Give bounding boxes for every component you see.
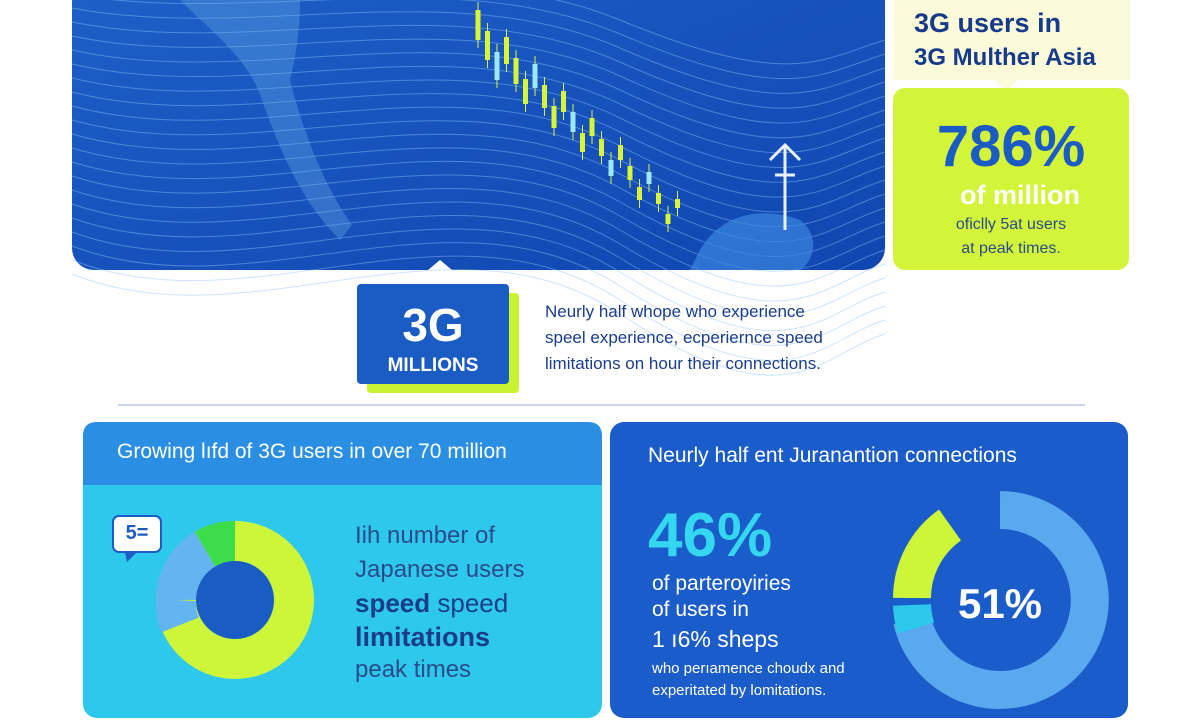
intro-line: speel experience, ecperiernce speed	[545, 328, 823, 347]
wave-line	[71, 215, 886, 317]
candle-body	[646, 172, 652, 184]
wave-line	[71, 35, 886, 124]
panel-title: Growing lıfd of 3G users in over 70 mill…	[117, 440, 507, 463]
wave-line	[71, 255, 886, 361]
panel-line: of users in	[652, 598, 749, 621]
panel-title: Neurly half ent Juranantion connections	[648, 444, 1017, 467]
donut-label: 51%	[957, 580, 1043, 627]
icon-text: 5=	[125, 522, 149, 544]
wave-line	[71, 201, 886, 302]
wave-line	[71, 174, 886, 272]
landmass	[690, 213, 814, 270]
icon-tail	[125, 552, 137, 562]
donut-segment	[893, 509, 962, 599]
candle-body	[513, 58, 519, 84]
pointer	[428, 260, 452, 270]
panel-line: speed speed	[355, 588, 508, 619]
stat-box	[893, 88, 1129, 270]
panel-line: limitations	[355, 622, 491, 652]
candle-body	[608, 160, 614, 176]
hero-panel	[72, 0, 885, 270]
panel-line: peak times	[355, 656, 472, 683]
wave-line	[71, 160, 886, 257]
candle-body	[485, 31, 490, 60]
candle-body	[599, 139, 604, 156]
wave-line	[71, 91, 886, 183]
donut-segment	[893, 491, 1109, 709]
candle-body	[504, 37, 509, 64]
stat-caption: oficlly 5at users	[955, 216, 1067, 233]
panel-line: of parteroyiries	[652, 572, 791, 595]
donut-segment	[155, 598, 199, 633]
callout-line: 3G users in	[914, 8, 1062, 38]
candle-body	[589, 118, 595, 136]
candle-body	[656, 193, 661, 204]
wave-line	[71, 269, 886, 376]
panel-stat: 46%	[648, 501, 773, 570]
wave-line	[555, 0, 886, 65]
candle-body	[542, 85, 547, 108]
candle-body	[523, 79, 528, 104]
tower-icon	[768, 142, 802, 230]
wave-line	[71, 147, 886, 243]
candle-body	[627, 166, 633, 180]
stat-caption: at peak times.	[961, 240, 1061, 257]
pointer	[995, 80, 1017, 92]
candle-body	[475, 10, 481, 40]
donut-segment	[194, 521, 236, 567]
candle-body	[561, 91, 566, 112]
candles	[475, 2, 680, 232]
wave-line	[71, 133, 886, 228]
candle-body	[570, 112, 576, 132]
stat-unit: of million	[960, 180, 1080, 210]
wave-line	[71, 187, 886, 287]
panel-note: who perıamence choudx and	[652, 660, 845, 677]
wave-line	[71, 228, 886, 332]
donut-segment	[893, 603, 935, 634]
panel-line: 1 ı6% sheps	[652, 626, 779, 652]
wave-line	[71, 105, 886, 198]
stat-value: 786%	[936, 114, 1086, 179]
bold-word: speed	[355, 588, 431, 618]
panel-line: Iih number of	[355, 522, 496, 549]
candle-body	[551, 106, 557, 128]
candle-body	[532, 64, 538, 88]
wave-line	[71, 7, 886, 94]
candle-body	[580, 133, 585, 152]
wave-line	[71, 242, 886, 347]
callout-box	[893, 0, 1130, 80]
badge-big: 3G	[402, 299, 464, 351]
candle-body	[637, 187, 642, 200]
wave-line	[111, 0, 886, 80]
badge-small: MILLIONS	[387, 355, 479, 376]
waves	[71, 0, 886, 376]
donut-hole	[196, 561, 274, 639]
wave-line	[71, 49, 886, 139]
left-panel-header	[83, 422, 602, 485]
wave-line	[71, 77, 886, 168]
wave-line	[71, 21, 886, 109]
intro-line: Neurly half whope who experience	[545, 302, 805, 321]
wave-line	[71, 119, 886, 213]
badge	[357, 284, 509, 384]
candle-body	[675, 199, 680, 208]
landmass	[180, 0, 352, 240]
donut-segment	[155, 531, 217, 601]
right-panel	[610, 422, 1128, 718]
candle-body	[665, 214, 671, 224]
candle-body	[494, 52, 500, 80]
callout-line: 3G Multher Asia	[914, 44, 1096, 71]
panel-line: Japanese users	[355, 556, 525, 583]
after-bold: speed	[430, 588, 509, 618]
panel-note: experitated by lomitations.	[652, 682, 827, 699]
candle-body	[618, 145, 623, 160]
intro-line: limitations on hour their connections.	[545, 354, 821, 373]
wave-line	[71, 63, 886, 154]
